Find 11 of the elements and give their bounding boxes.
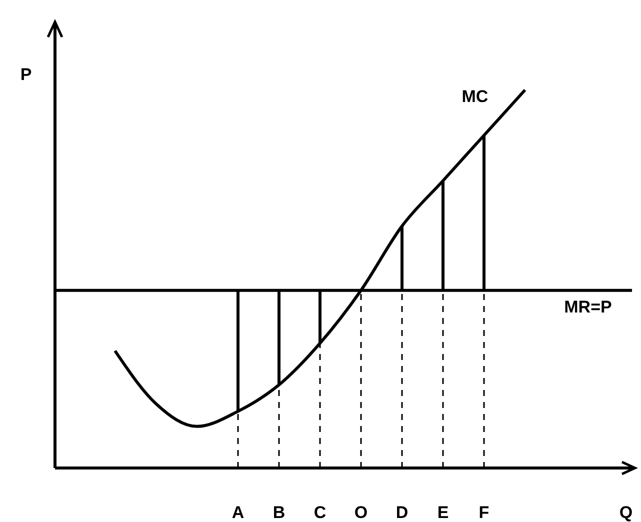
x-tick-label: D <box>396 503 408 522</box>
y-axis-title: P <box>20 65 32 84</box>
x-axis-title: Q <box>619 503 633 522</box>
x-tick-label: B <box>272 503 286 522</box>
x-tick-label: O <box>354 503 368 522</box>
x-tick-label: A <box>232 503 244 522</box>
x-tick-label: E <box>437 503 449 522</box>
x-tick-label: C <box>314 503 326 522</box>
x-tick-label: F <box>478 503 490 522</box>
ref-line-label: MR=P <box>564 297 612 316</box>
series-label: MC <box>462 87 488 106</box>
